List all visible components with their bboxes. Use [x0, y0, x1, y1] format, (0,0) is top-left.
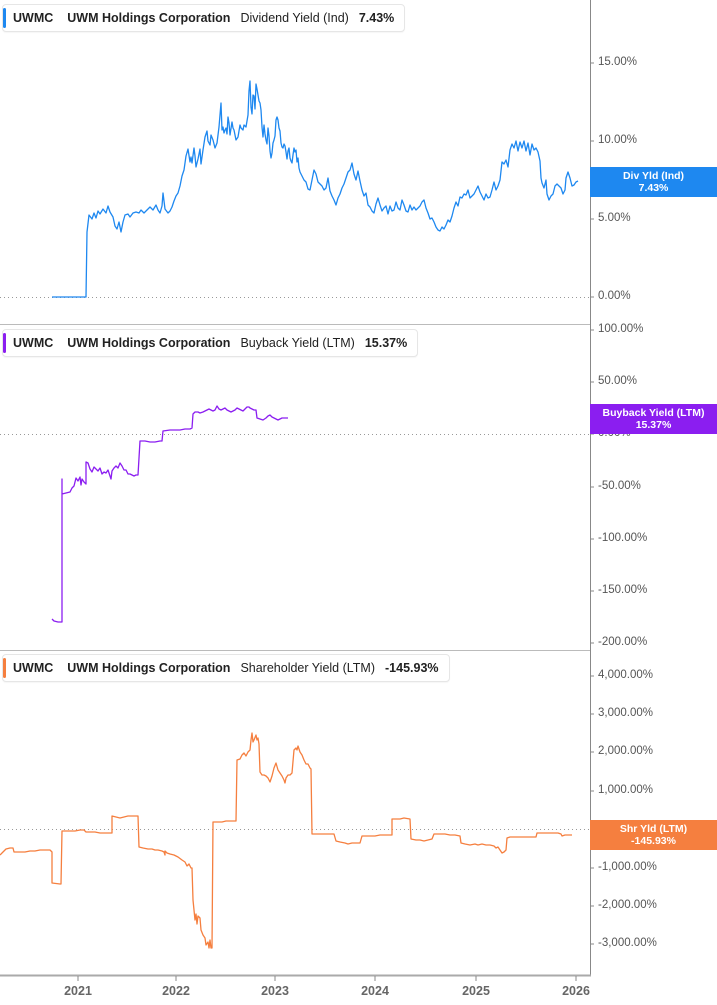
legend-dividend-yield: UWMC UWM Holdings Corporation Dividend Y… [2, 4, 406, 32]
legend-ticker: UWMC [13, 336, 54, 350]
legend-value: -145.93% [385, 661, 439, 675]
legend-color-bar [3, 658, 6, 678]
x-tick-label: 2026 [562, 984, 590, 998]
legend-buyback-yield: UWMC UWM Holdings Corporation Buyback Yi… [2, 329, 419, 357]
badge-shareholder-yield: Shr Yld (LTM) -145.93% [590, 820, 717, 850]
x-tick-label: 2023 [261, 984, 289, 998]
y-tick-label: 10.00% [598, 134, 638, 146]
legend-metric: Dividend Yield (Ind) [240, 11, 349, 25]
y-tick-label: -3,000.00% [598, 937, 657, 949]
x-tick-label: 2025 [462, 984, 490, 998]
badge-value: -145.93% [631, 835, 676, 847]
y-tick-label: 15.00% [598, 56, 638, 68]
y-tick-label: 1,000.00% [598, 784, 653, 796]
badge-value: 7.43% [638, 182, 669, 194]
y-tick-label: -1,000.00% [598, 861, 657, 873]
y-tick-label: 0.00% [598, 290, 631, 302]
legend-metric: Buyback Yield (LTM) [240, 336, 355, 350]
y-tick-label: 50.00% [598, 375, 638, 387]
legend-value: 15.37% [364, 336, 408, 350]
y-tick-label: -2,000.00% [598, 899, 657, 911]
y-tick-label: 100.00% [598, 323, 644, 335]
badge-buyback-yield: Buyback Yield (LTM) 15.37% [590, 404, 717, 434]
legend-value: 7.43% [358, 11, 395, 25]
legend-shareholder-yield: UWMC UWM Holdings Corporation Shareholde… [2, 654, 450, 682]
badge-label: Buyback Yield (LTM) [602, 407, 705, 419]
y-tick-marks [590, 62, 594, 945]
y-tick-label: 3,000.00% [598, 707, 653, 719]
badge-label: Div Yld (Ind) [622, 170, 685, 182]
x-tick-marks [77, 976, 577, 981]
x-tick-label: 2024 [361, 984, 389, 998]
y-tick-label: 2,000.00% [598, 745, 653, 757]
legend-color-bar [3, 8, 6, 28]
x-tick-label: 2022 [162, 984, 190, 998]
legend-company: UWM Holdings Corporation [67, 336, 231, 350]
y-tick-label: -150.00% [598, 584, 648, 596]
y-tick-label: -200.00% [598, 636, 648, 648]
legend-company: UWM Holdings Corporation [67, 11, 231, 25]
buyback-yield-line [51, 405, 288, 623]
badge-value: 15.37% [635, 419, 672, 431]
y-tick-label: 5.00% [598, 212, 631, 224]
dividend-yield-line [52, 80, 579, 298]
y-tick-label: -100.00% [598, 532, 648, 544]
y-tick-label: -50.00% [598, 480, 641, 492]
legend-ticker: UWMC [13, 661, 54, 675]
badge-label: Shr Yld (LTM) [619, 823, 688, 835]
y-tick-label: 4,000.00% [598, 669, 653, 681]
shareholder-yield-line [0, 732, 572, 949]
x-tick-label: 2021 [64, 984, 92, 998]
legend-ticker: UWMC [13, 11, 54, 25]
legend-company: UWM Holdings Corporation [67, 661, 231, 675]
legend-metric: Shareholder Yield (LTM) [240, 661, 375, 675]
badge-dividend-yield: Div Yld (Ind) 7.43% [590, 167, 717, 197]
legend-color-bar [3, 333, 6, 353]
